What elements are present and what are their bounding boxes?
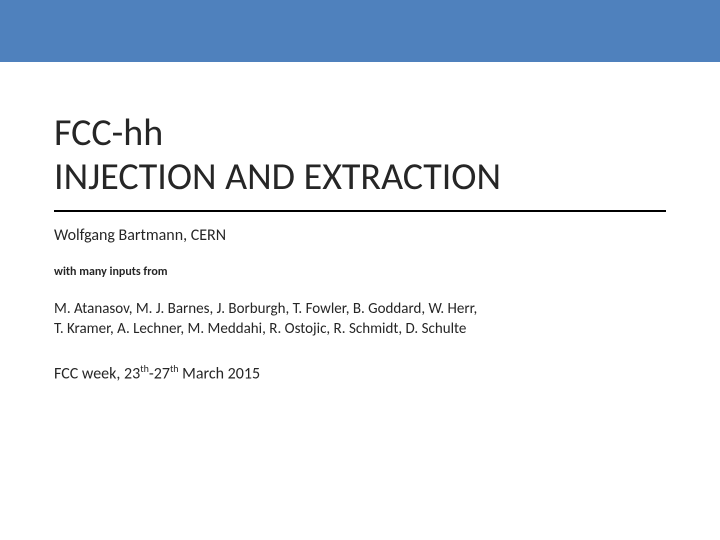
title-line-2: INJECTION AND EXTRACTION — [54, 154, 666, 200]
event-sup2: th — [170, 362, 179, 375]
title-line-1: FCC-hh — [54, 110, 666, 156]
contributors-line-1: M. Atanasov, M. J. Barnes, J. Borburgh, … — [54, 299, 666, 319]
header-bar — [0, 0, 720, 62]
contributors-line-2: T. Kramer, A. Lechner, M. Meddahi, R. Os… — [54, 319, 666, 339]
event-line: FCC week, 23th-27th March 2015 — [54, 362, 666, 383]
contributors-block: M. Atanasov, M. J. Barnes, J. Borburgh, … — [54, 299, 666, 340]
event-sup1: th — [140, 362, 149, 375]
author-line: Wolfgang Bartmann, CERN — [54, 226, 666, 245]
event-prefix: FCC week, 23 — [54, 364, 140, 383]
event-suffix: March 2015 — [179, 364, 261, 383]
slide-content: FCC-hh INJECTION AND EXTRACTION Wolfgang… — [0, 62, 720, 383]
title-underline — [54, 210, 666, 212]
event-mid: -27 — [149, 364, 170, 383]
with-inputs-label: with many inputs from — [54, 265, 666, 279]
